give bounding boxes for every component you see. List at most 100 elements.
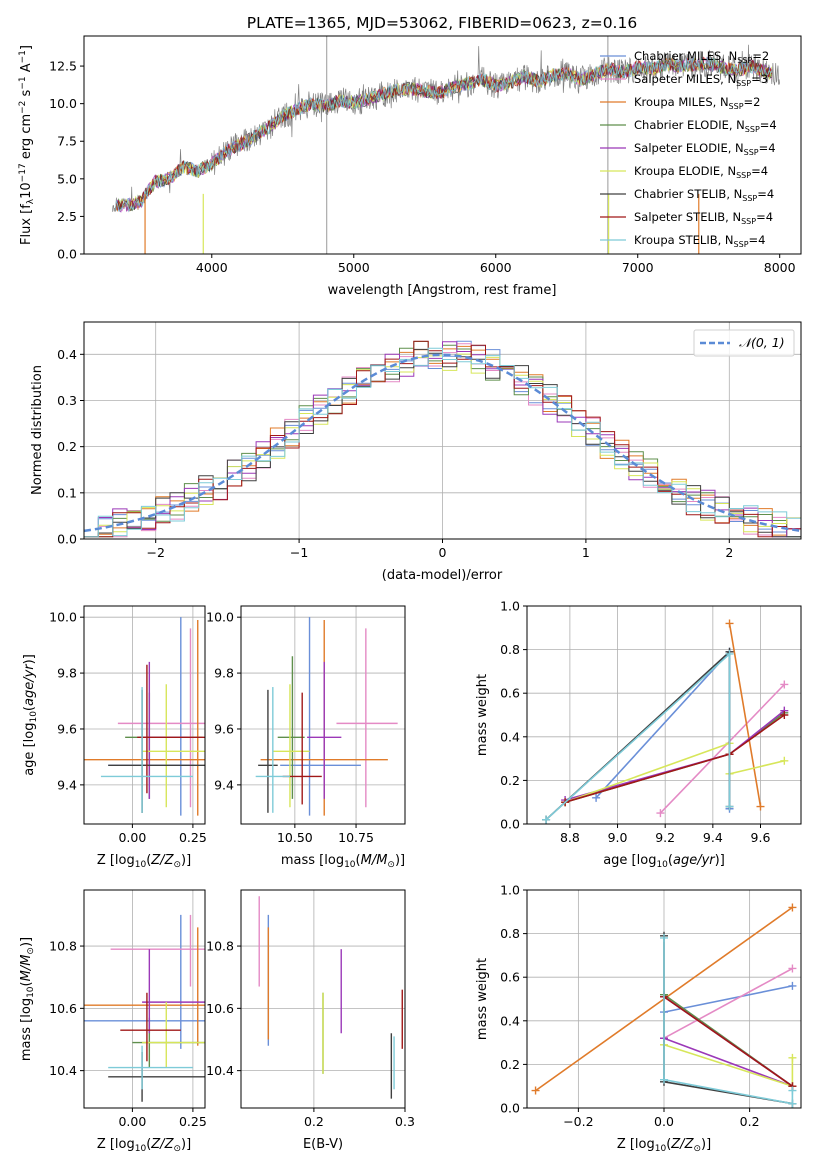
spectrum-xlabel: wavelength [Angstrom, rest frame]	[328, 283, 557, 298]
spectrum-title: PLATE=1365, MJD=53062, FIBERID=0623, z=0…	[247, 14, 637, 32]
age-vs-Z-xlabel: Z [log10(Z/Z⊙)]	[97, 853, 191, 870]
y-tick-label: 10.6	[206, 1001, 234, 1016]
x-tick-label: 5000	[338, 260, 370, 275]
legend-label: Chabrier STELIB, NSSP=4	[634, 187, 774, 203]
mass-weight-marker	[531, 1086, 540, 1095]
mass-weight-marker	[788, 981, 797, 990]
y-tick-label: 0.0	[57, 532, 77, 547]
mass-weight-marker	[725, 649, 734, 658]
y-tick-label: 10.4	[49, 1063, 77, 1078]
y-tick-label: 9.8	[214, 666, 234, 681]
histogram-legend: 𝒩(0, 1)	[693, 329, 795, 357]
x-tick-label: 1	[582, 545, 590, 560]
y-tick-label: 0.2	[500, 1057, 520, 1072]
mass-vs-Z-xlabel: Z [log10(Z/Z⊙)]	[97, 1137, 191, 1154]
y-tick-label: 0.3	[57, 393, 77, 408]
y-tick-label: 10.0	[49, 96, 77, 111]
x-tick-label: 9.0	[608, 830, 628, 845]
mass-weight-line	[663, 967, 793, 1039]
x-tick-label: 7000	[622, 260, 654, 275]
legend-label: Salpeter MILES, NSSP=3	[634, 72, 768, 88]
mass-weight-marker	[788, 903, 797, 912]
spectrum-ylabel: Flux [fλ10−17 erg cm−2 s−1 A−1]	[18, 45, 36, 245]
y-tick-label: 9.4	[57, 777, 77, 792]
legend-label: Salpeter ELODIE, NSSP=4	[634, 141, 776, 157]
mass-weight-marker	[660, 1075, 668, 1084]
x-tick-label: 9.4	[703, 830, 723, 845]
y-tick-label: 9.8	[57, 666, 77, 681]
weight-vs-age-frame	[526, 605, 802, 825]
weight-vs-age-ylabel: mass weight	[475, 674, 490, 756]
mass-vs-EBV-panel: 0.2 0.3 10.4 10.6 10.8 E(B-V)	[206, 889, 415, 1152]
x-tick-label: −1	[290, 545, 308, 560]
mass-weight-marker	[756, 802, 765, 811]
mass-weight-line	[663, 996, 793, 1087]
age-vs-Z-ylabel: age [log10(age/yr)]	[22, 654, 39, 776]
weight-vs-age-panel: 8.8 9.0 9.2 9.4 9.6 0.0 0.2 0.4 0.6 0.8 1.0 age [l…	[475, 599, 802, 870]
mass-weight-line	[564, 714, 785, 803]
model-spectrum-line	[114, 56, 773, 213]
y-tick-label: 0.4	[57, 347, 77, 362]
legend-label: Salpeter STELIB, NSSP=4	[634, 210, 773, 226]
x-tick-label: −2	[146, 545, 164, 560]
x-tick-label: 0	[439, 545, 447, 560]
x-tick-label: 2	[725, 545, 733, 560]
y-tick-label: 2.5	[57, 209, 77, 224]
y-tick-label: 0.2	[500, 773, 520, 788]
y-tick-label: 0.8	[500, 926, 520, 941]
x-tick-label: 8000	[764, 260, 796, 275]
y-tick-label: 10.6	[49, 1001, 77, 1016]
mass-vs-Z-panel: 0.00 0.25 10.4 10.6 10.8 Z [log10(Z/Z⊙)] mas…	[19, 889, 207, 1154]
y-tick-label: 10.4	[206, 1063, 234, 1078]
y-tick-label: 10.0	[49, 610, 77, 625]
y-tick-label: 10.8	[206, 939, 234, 954]
x-tick-label: 10.75	[338, 830, 374, 845]
x-tick-label: −0.2	[563, 1114, 593, 1129]
mass-vs-EBV-xlabel: E(B-V)	[303, 1137, 343, 1152]
age-vs-mass-xlabel: mass [log10(M/M⊙)]	[281, 853, 405, 870]
x-tick-label: 0.00	[118, 830, 146, 845]
mass-weight-marker	[542, 815, 551, 824]
mass-vs-Z-frame	[83, 889, 206, 1109]
x-tick-label: 9.6	[751, 830, 771, 845]
mass-weight-marker	[656, 809, 665, 818]
spectrum-legend: Chabrier MILES, NSSP=2 Salpeter MILES, NS…	[600, 49, 777, 249]
age-vs-Z-panel: 0.00 0.25 9.4 9.6 9.8 10.0 Z [log10(Z/Z⊙)] ag…	[22, 605, 207, 870]
x-tick-label: 10.50	[277, 830, 313, 845]
mass-vs-EBV-frame	[240, 889, 406, 1109]
legend-label: Kroupa MILES, NSSP=2	[634, 95, 760, 111]
y-tick-label: 0.2	[57, 439, 77, 454]
mass-weight-line	[663, 938, 794, 1105]
y-tick-label: 0.0	[57, 247, 77, 262]
y-tick-label: 0.6	[500, 970, 520, 985]
age-vs-Z-frame	[83, 605, 206, 825]
mass-weight-marker	[592, 793, 601, 802]
y-tick-label: 9.6	[214, 721, 234, 736]
mass-weight-marker	[788, 1053, 797, 1062]
x-tick-label: 4000	[196, 260, 228, 275]
y-tick-label: 10.8	[49, 939, 77, 954]
mass-weight-line	[659, 683, 785, 814]
spectrum-frame	[83, 35, 802, 255]
weight-vs-Z-xlabel: Z [log10(Z/Z⊙)]	[617, 1137, 711, 1154]
y-tick-label: 0.8	[500, 642, 520, 657]
y-tick-label: 7.5	[57, 134, 77, 149]
age-vs-mass-panel: 10.50 10.75 9.4 9.6 9.8 10.0 mass [log10(M/M⊙…	[206, 605, 406, 870]
histogram-ylabel: Normed distribution	[30, 365, 45, 495]
legend-label: Kroupa ELODIE, NSSP=4	[634, 164, 768, 180]
y-tick-label: 12.5	[49, 59, 77, 74]
legend-label: Chabrier ELODIE, NSSP=4	[634, 118, 777, 134]
mass-weight-marker	[788, 964, 797, 973]
weight-vs-age-xlabel: age [log10(age/yr)]	[603, 853, 725, 870]
mass-weight-marker	[780, 756, 789, 765]
weight-vs-Z-panel: −0.2 0.0 0.2 0.0 0.2 0.4 0.6 0.8 1.0 Z [log10(Z/…	[475, 883, 802, 1154]
mass-weight-marker	[780, 711, 789, 719]
y-tick-label: 1.0	[500, 599, 520, 614]
x-tick-label: 0.25	[179, 830, 207, 845]
normal-legend-label: 𝒩(0, 1)	[739, 335, 785, 350]
y-tick-label: 1.0	[500, 883, 520, 898]
x-tick-label: 0.0	[654, 1114, 674, 1129]
mass-weight-marker	[725, 619, 734, 628]
y-tick-label: 9.4	[214, 777, 234, 792]
mass-weight-line	[663, 1044, 794, 1088]
